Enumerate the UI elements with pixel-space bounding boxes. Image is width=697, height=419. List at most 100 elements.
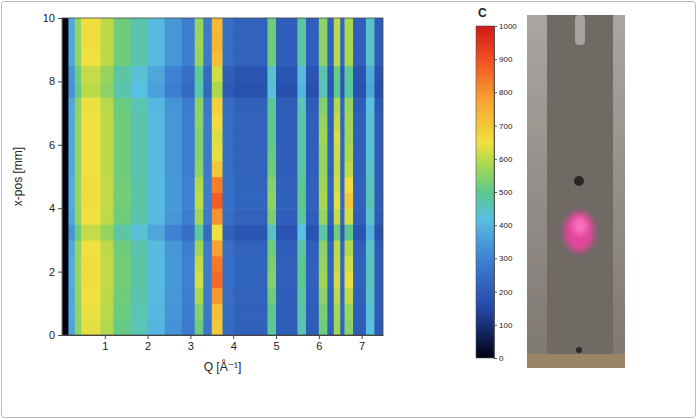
heatmap-cell [68, 287, 75, 303]
heatmap-cell [62, 50, 69, 66]
heatmap-cell [81, 161, 101, 177]
heatmap-cell [148, 113, 166, 129]
heatmap-cell [195, 50, 204, 66]
heatmap-cell [212, 256, 223, 272]
heatmap-cell [267, 208, 276, 224]
heatmap-cell [113, 319, 131, 335]
heatmap-cell [319, 224, 328, 240]
heatmap-cell [75, 81, 82, 97]
heatmap-cell [319, 18, 328, 34]
heatmap-cell [374, 113, 383, 129]
heatmap-cell [195, 272, 204, 288]
heatmap-cell [62, 303, 69, 319]
heatmap-cell [267, 81, 276, 97]
heatmap-cell [195, 192, 204, 208]
heatmap-cell [223, 66, 234, 82]
heatmap-cell [353, 272, 366, 288]
heatmap-cell [81, 256, 101, 272]
heatmap-cell [267, 113, 276, 129]
heatmap-cell [344, 81, 353, 97]
heatmap-cell [75, 208, 82, 224]
heatmap-cell [297, 319, 306, 335]
heatmap-cell [75, 256, 82, 272]
heatmap-cell [267, 272, 276, 288]
heatmap-cell [165, 129, 183, 145]
heatmap-cell [344, 287, 353, 303]
heatmap-cell [319, 81, 328, 97]
heatmap-cell [182, 113, 195, 129]
heatmap-cell [203, 145, 212, 161]
heatmap-cell [374, 224, 383, 240]
heatmap-cell [340, 161, 345, 177]
heatmap-cell [165, 113, 183, 129]
heatmap-cell [223, 50, 234, 66]
heatmap-cell [148, 192, 166, 208]
heatmap-cell [182, 66, 195, 82]
heatmap-cell [340, 34, 345, 50]
y-tick-label: 8 [49, 75, 55, 87]
heatmap-cell [344, 319, 353, 335]
heatmap-cell [195, 208, 204, 224]
heatmap-cell [81, 50, 101, 66]
heatmap-cell [148, 208, 166, 224]
heatmap-cell [374, 145, 383, 161]
heatmap-cell [297, 256, 306, 272]
heatmap-cell [195, 81, 204, 97]
heatmap-cell [340, 50, 345, 66]
heatmap-cell [233, 256, 268, 272]
heatmap-cell [165, 240, 183, 256]
heatmap-cell [340, 18, 345, 34]
heatmap-cell [319, 66, 328, 82]
heatmap-cell [353, 50, 366, 66]
heatmap-cell [353, 303, 366, 319]
heatmap-cell [344, 303, 353, 319]
heatmap-cell [165, 34, 183, 50]
heatmap-cell [113, 66, 131, 82]
heatmap-cell [113, 287, 131, 303]
heatmap-cell [203, 34, 212, 50]
heatmap-cell [68, 177, 75, 193]
heatmap-cell [374, 177, 383, 193]
colorbar-tick-mark [494, 225, 497, 226]
heatmap-cell [327, 81, 334, 97]
heatmap-cell [297, 303, 306, 319]
heatmap-cell [212, 34, 223, 50]
heatmap-cell [327, 34, 334, 50]
heatmap-cell [165, 272, 183, 288]
heatmap-cell [319, 192, 328, 208]
heatmap-cell [340, 192, 345, 208]
heatmap-cell [203, 161, 212, 177]
heatmap-cell [148, 224, 166, 240]
heatmap-cell [165, 303, 183, 319]
heatmap-cell [75, 240, 82, 256]
heatmap-cell [306, 81, 319, 97]
heatmap-cell [276, 81, 298, 97]
colorbar [476, 26, 494, 358]
heatmap-cell [101, 208, 114, 224]
heatmap-cell [297, 192, 306, 208]
y-tick-mark [58, 335, 62, 336]
laser-spot [564, 212, 594, 252]
heatmap-cell [374, 66, 383, 82]
heatmap-cell [130, 129, 148, 145]
heatmap-cell [267, 145, 276, 161]
heatmap-cell [195, 161, 204, 177]
heatmap-cell [68, 208, 75, 224]
heatmap-cell [182, 256, 195, 272]
heatmap-cell [148, 81, 166, 97]
heatmap-cell [75, 66, 82, 82]
colorbar-tick-mark [494, 258, 497, 259]
heatmap-cell [212, 272, 223, 288]
heatmap-cell [101, 50, 114, 66]
heatmap-cell [101, 34, 114, 50]
colorbar-tick-mark [494, 292, 497, 293]
heatmap-cell [276, 224, 298, 240]
heatmap-cell [212, 18, 223, 34]
heatmap-cell [340, 81, 345, 97]
heatmap-cell [319, 50, 328, 66]
heatmap-cell [267, 192, 276, 208]
heatmap-cell [130, 208, 148, 224]
heatmap-cell [297, 208, 306, 224]
heatmap-cell [81, 34, 101, 50]
plate-slot [575, 15, 585, 45]
